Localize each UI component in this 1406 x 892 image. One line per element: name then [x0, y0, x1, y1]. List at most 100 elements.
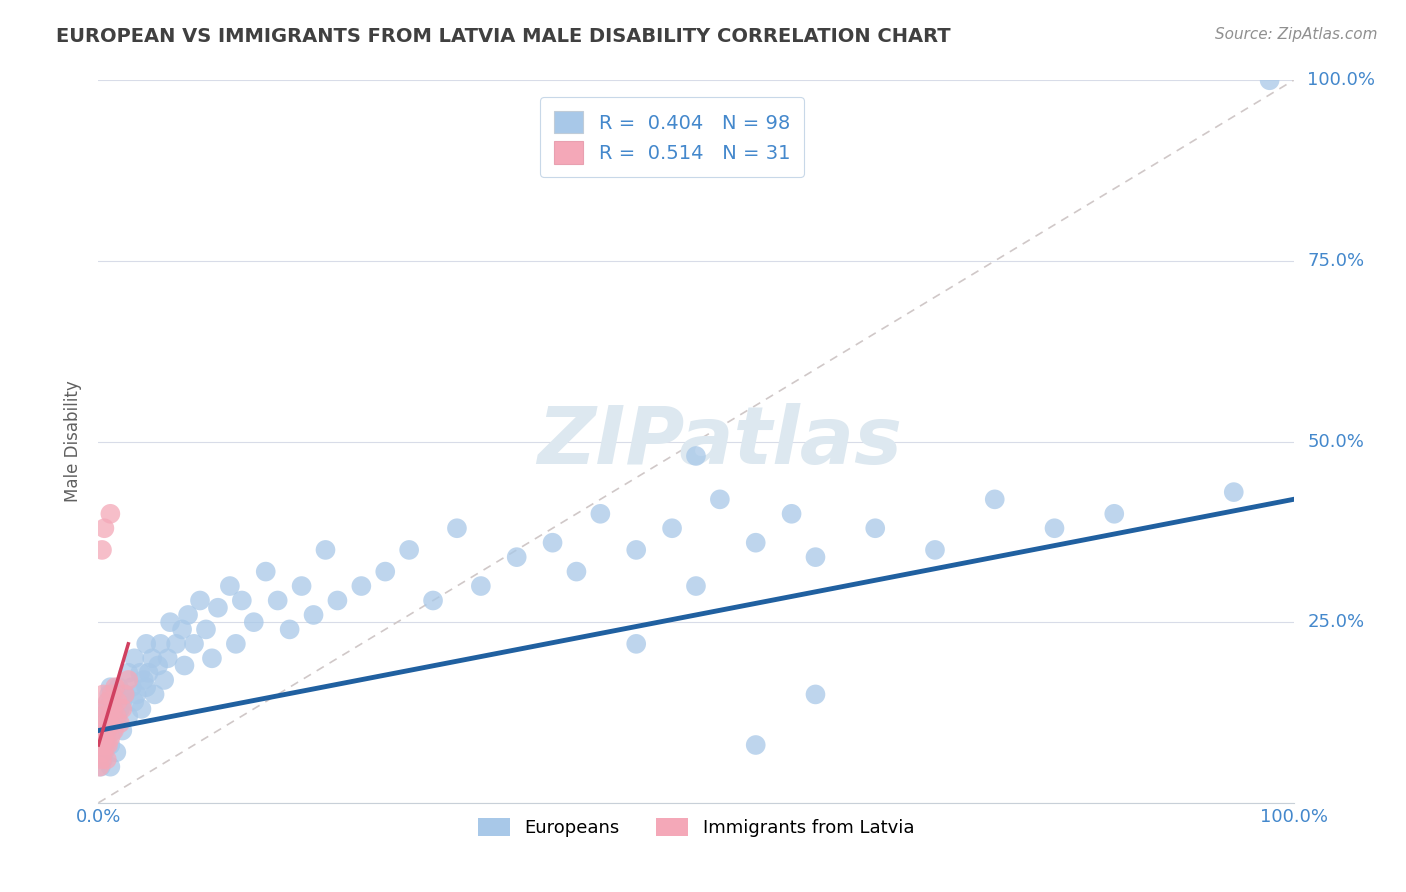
Point [101, 702, 124, 716]
Point [291, 579, 314, 593]
Point [129, 665, 152, 680]
Point [97, 723, 120, 738]
Point [143, 687, 166, 701]
Point [105, 709, 128, 723]
Point [100, 687, 122, 701]
Point [302, 607, 325, 622]
Point [107, 709, 129, 723]
Point [350, 579, 373, 593]
Point [1258, 73, 1281, 87]
Point [780, 507, 803, 521]
Point [104, 680, 127, 694]
Point [101, 723, 124, 738]
Point [626, 542, 648, 557]
Point [865, 521, 887, 535]
Point [107, 680, 129, 694]
Point [89, 760, 111, 774]
Point [96, 702, 118, 716]
Point [91, 738, 114, 752]
Point [93, 731, 115, 745]
Point [201, 651, 224, 665]
Point [96, 723, 118, 738]
Point [114, 687, 136, 701]
Point [153, 673, 176, 687]
Point [219, 579, 242, 593]
Point [98, 760, 122, 774]
Point [188, 593, 211, 607]
Point [132, 673, 155, 687]
Point [124, 651, 146, 665]
Point [685, 449, 707, 463]
Point [117, 665, 139, 680]
Point [98, 731, 122, 745]
Point [91, 687, 114, 701]
Text: 100.0%: 100.0% [1308, 71, 1375, 89]
Point [91, 723, 114, 738]
Point [661, 521, 683, 535]
Point [470, 579, 492, 593]
Point [97, 695, 120, 709]
Point [225, 637, 247, 651]
Point [207, 600, 229, 615]
Point [93, 745, 115, 759]
Point [104, 716, 127, 731]
Point [111, 723, 134, 738]
Point [98, 709, 122, 723]
Point [177, 607, 200, 622]
Y-axis label: Male Disability: Male Disability [65, 381, 83, 502]
Point [267, 593, 290, 607]
Point [91, 752, 114, 766]
Point [90, 738, 112, 752]
Point [149, 637, 172, 651]
Point [94, 738, 117, 752]
Point [105, 687, 128, 701]
Point [398, 542, 420, 557]
Point [98, 738, 122, 752]
Point [98, 680, 122, 694]
Text: EUROPEAN VS IMMIGRANTS FROM LATVIA MALE DISABILITY CORRELATION CHART: EUROPEAN VS IMMIGRANTS FROM LATVIA MALE … [56, 27, 950, 45]
Point [114, 687, 136, 701]
Point [589, 507, 612, 521]
Text: 75.0%: 75.0% [1308, 252, 1365, 270]
Point [103, 723, 125, 738]
Point [745, 738, 768, 752]
Point [98, 716, 121, 731]
Point [804, 687, 827, 701]
Point [98, 507, 122, 521]
Point [506, 550, 529, 565]
Point [94, 738, 117, 752]
Point [135, 680, 157, 694]
Point [98, 687, 121, 701]
Point [254, 565, 277, 579]
Point [101, 702, 124, 716]
Point [103, 695, 125, 709]
Legend: Europeans, Immigrants from Latvia: Europeans, Immigrants from Latvia [471, 811, 921, 845]
Point [374, 565, 396, 579]
Text: 50.0%: 50.0% [1308, 433, 1364, 450]
Text: 25.0%: 25.0% [1308, 613, 1365, 632]
Point [1043, 521, 1066, 535]
Point [90, 709, 112, 723]
Text: Source: ZipAtlas.com: Source: ZipAtlas.com [1215, 27, 1378, 42]
Point [159, 615, 181, 630]
Point [131, 702, 153, 716]
Point [315, 542, 337, 557]
Point [93, 709, 115, 723]
Point [108, 716, 131, 731]
Point [541, 535, 564, 549]
Point [90, 760, 112, 774]
Point [124, 695, 146, 709]
Point [173, 658, 195, 673]
Point [709, 492, 731, 507]
Point [326, 593, 349, 607]
Point [745, 535, 768, 549]
Point [1223, 485, 1246, 500]
Point [98, 709, 122, 723]
Point [183, 637, 205, 651]
Point [984, 492, 1007, 507]
Text: ZIPatlas: ZIPatlas [537, 402, 903, 481]
Point [91, 731, 114, 745]
Point [1104, 507, 1126, 521]
Point [111, 702, 134, 716]
Point [96, 731, 118, 745]
